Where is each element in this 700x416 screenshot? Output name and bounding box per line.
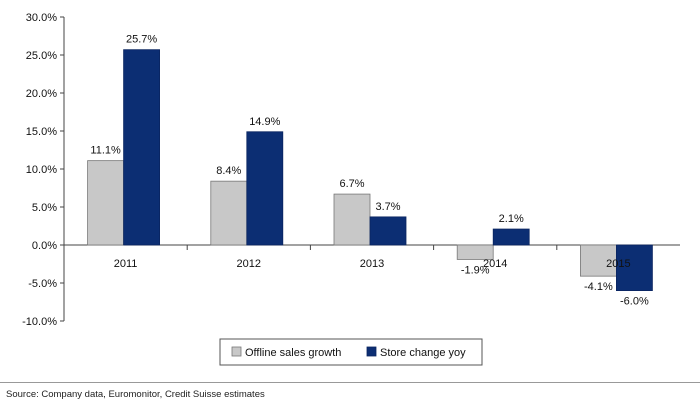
y-tick-label: 20.0% (26, 88, 57, 100)
y-tick-label: 30.0% (26, 12, 57, 24)
y-tick-label: 10.0% (26, 164, 57, 176)
y-tick-label: 5.0% (32, 202, 57, 214)
data-label-store-change-yoy: 2.1% (499, 213, 524, 225)
x-category-label: 2012 (237, 258, 261, 270)
labels-layer: 11.1% 25.7% 2011 8.4% 14.9% 2012 6.7% 3.7% 2013 -… (90, 34, 649, 308)
legend-label-store-change-yoy: Store change yoy (380, 347, 466, 359)
data-label-offline-sales-growth: 11.1% (90, 145, 121, 157)
x-category-label: 2014 (483, 258, 507, 270)
y-tick-label: 0.0% (32, 240, 57, 252)
bar-offline-sales-growth (333, 193, 371, 246)
data-label-store-change-yoy: 3.7% (375, 201, 400, 213)
legend: Offline sales growth Store change yoy (219, 338, 483, 366)
axes-layer: 30.0% 25.0% 20.0% 15.0% 10.0% 5.0% 0.0% -5.0% -1… (22, 12, 680, 328)
data-label-offline-sales-growth: -4.1% (584, 281, 613, 293)
y-tick-label: 15.0% (26, 126, 57, 138)
x-category-label: 2011 (114, 258, 138, 270)
y-tick-label: 25.0% (26, 50, 57, 62)
x-category-label: 2015 (606, 258, 630, 270)
y-tick-label: -10.0% (22, 316, 57, 328)
data-label-store-change-yoy: -6.0% (620, 296, 649, 308)
data-label-store-change-yoy: 14.9% (249, 116, 280, 128)
bar-offline-sales-growth (456, 244, 494, 260)
legend-swatch-offline-sales-growth (231, 346, 242, 357)
source-divider (0, 382, 700, 383)
bar-offline-sales-growth (210, 180, 248, 246)
bar-store-change-yoy (123, 49, 160, 246)
data-label-offline-sales-growth: -1.9% (461, 264, 490, 276)
y-tick-label: -5.0% (28, 278, 57, 290)
source-note: Source: Company data, Euromonitor, Credi… (6, 389, 265, 400)
bars-layer (87, 49, 653, 291)
x-category-label: 2013 (360, 258, 384, 270)
bar-store-change-yoy (492, 228, 530, 246)
legend-swatch-store-change-yoy (366, 346, 377, 357)
legend-box (219, 338, 483, 366)
bar-store-change-yoy (616, 244, 653, 291)
bar-store-change-yoy (369, 216, 407, 246)
data-label-store-change-yoy: 25.7% (126, 34, 157, 46)
data-label-offline-sales-growth: 6.7% (339, 178, 364, 190)
data-label-offline-sales-growth: 8.4% (216, 165, 241, 177)
legend-label-offline-sales-growth: Offline sales growth (245, 347, 341, 359)
bar-offline-sales-growth (87, 160, 124, 246)
bar-store-change-yoy (246, 131, 284, 246)
